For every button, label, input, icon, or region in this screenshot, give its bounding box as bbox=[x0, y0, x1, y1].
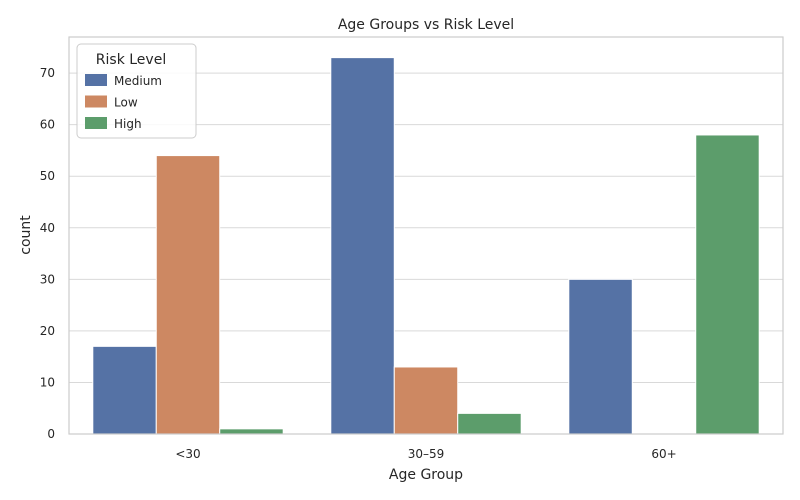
bar-high-2 bbox=[695, 134, 760, 435]
legend-swatch-high bbox=[85, 117, 107, 129]
x-axis-label: Age Group bbox=[389, 467, 463, 483]
bar-high-1 bbox=[457, 412, 522, 435]
x-axis-ticks: <30 30–59 60+ bbox=[175, 447, 676, 461]
bar-medium-2 bbox=[568, 278, 633, 435]
y-tick-label: 30 bbox=[40, 272, 55, 286]
legend-items: Medium Low High bbox=[85, 74, 162, 131]
bar-low-1 bbox=[393, 366, 459, 435]
legend-title: Risk Level bbox=[96, 52, 166, 68]
x-tick-label: 30–59 bbox=[408, 447, 445, 461]
bars bbox=[92, 57, 760, 435]
y-tick-label: 40 bbox=[40, 221, 55, 235]
bar-low-0 bbox=[155, 155, 221, 435]
legend-swatch-low bbox=[85, 95, 107, 108]
legend-label-high: High bbox=[114, 117, 142, 131]
chart-title: Age Groups vs Risk Level bbox=[338, 17, 514, 33]
plot-frame bbox=[68, 36, 784, 435]
y-tick-label: 10 bbox=[40, 375, 55, 389]
y-tick-label: 60 bbox=[40, 118, 55, 132]
y-tick-label: 70 bbox=[40, 66, 55, 80]
bar-medium-0 bbox=[92, 345, 157, 435]
legend-label-medium: Medium bbox=[114, 74, 162, 88]
y-tick-label: 50 bbox=[40, 169, 55, 183]
x-tick-label: 60+ bbox=[651, 447, 676, 461]
y-tick-label: 20 bbox=[40, 324, 55, 338]
y-tick-label: 0 bbox=[47, 427, 55, 441]
legend-label-low: Low bbox=[114, 96, 138, 110]
legend-swatch-medium bbox=[85, 74, 107, 86]
legend: Risk Level Medium Low High bbox=[76, 43, 197, 139]
y-axis-ticks: 0 10 20 30 40 50 60 70 bbox=[40, 66, 55, 441]
bar-medium-1 bbox=[330, 57, 395, 435]
bar-high-0 bbox=[219, 428, 284, 435]
x-tick-label: <30 bbox=[175, 447, 200, 461]
y-axis-label: count bbox=[18, 215, 34, 255]
legend-box bbox=[76, 43, 197, 139]
